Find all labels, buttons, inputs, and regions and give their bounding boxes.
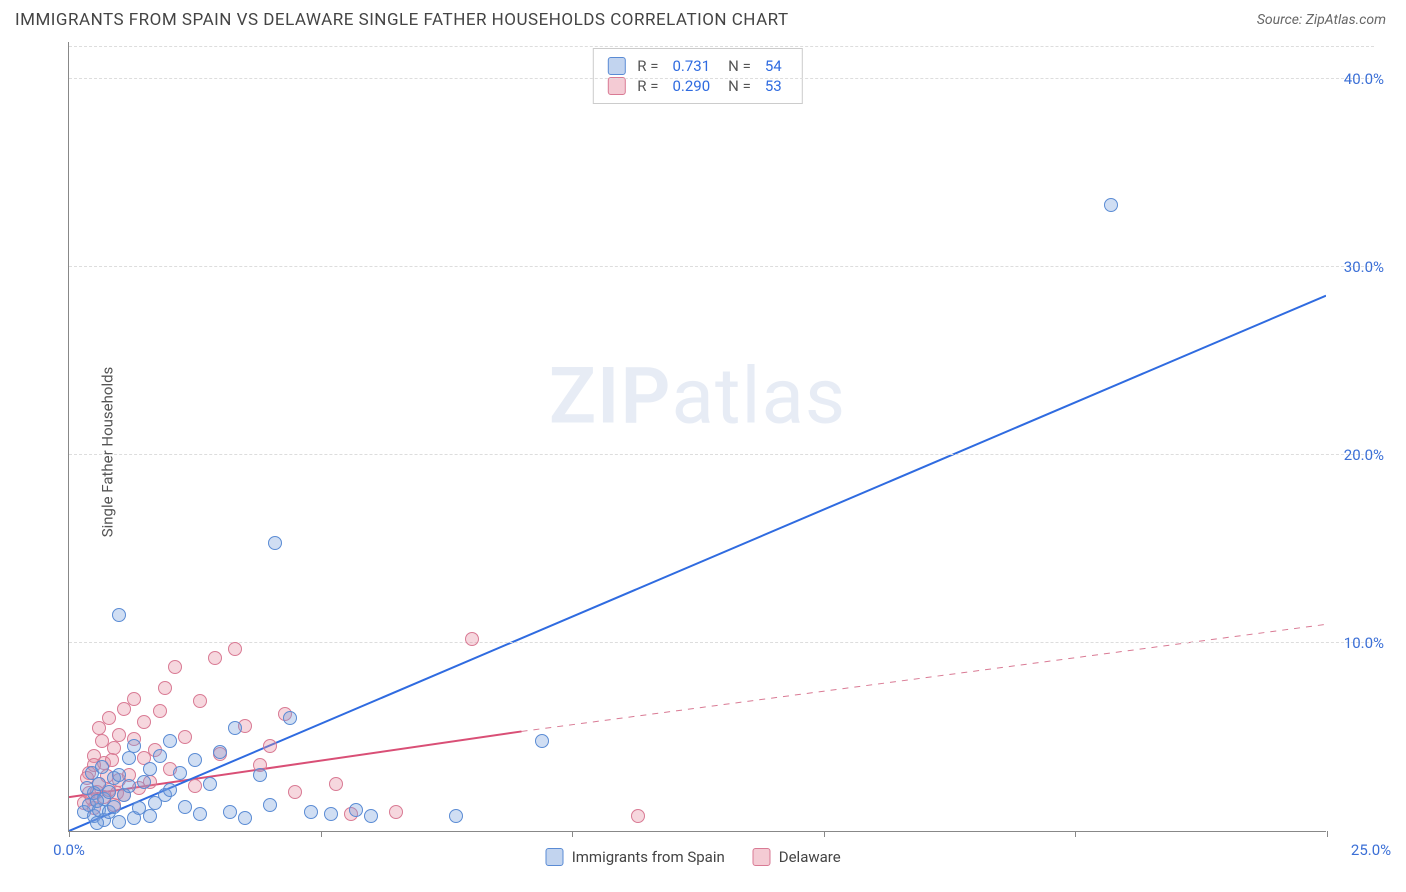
x-tick-label: 25.0% xyxy=(1351,841,1391,859)
legend-label: Immigrants from Spain xyxy=(572,848,725,866)
legend-row: R = 0.290 N = 53 xyxy=(607,77,787,95)
gridline xyxy=(69,454,1374,455)
data-point xyxy=(90,816,104,830)
data-point xyxy=(288,785,302,799)
watermark: ZIPatlas xyxy=(549,352,846,443)
data-point xyxy=(90,794,104,808)
series-legend: Immigrants from Spain Delaware xyxy=(546,848,841,866)
legend-item: Immigrants from Spain xyxy=(546,848,725,866)
legend-label: Delaware xyxy=(779,848,841,866)
n-label: N = xyxy=(728,57,751,75)
data-point xyxy=(178,730,192,744)
data-point xyxy=(112,608,126,622)
gridline xyxy=(69,46,1374,47)
chart-container: Single Father Households ZIPatlas R =0.7… xyxy=(50,42,1390,862)
legend-item: Delaware xyxy=(753,848,841,866)
data-point xyxy=(304,805,318,819)
n-label: N = xyxy=(728,77,751,95)
x-tick xyxy=(69,831,70,837)
data-point xyxy=(153,704,167,718)
data-point xyxy=(349,803,363,817)
data-point xyxy=(127,739,141,753)
data-point xyxy=(102,711,116,725)
data-point xyxy=(364,809,378,823)
data-point xyxy=(107,800,121,814)
r-label: R = xyxy=(637,77,658,95)
data-point xyxy=(253,768,267,782)
data-point xyxy=(324,807,338,821)
data-point xyxy=(193,807,207,821)
data-point xyxy=(168,660,182,674)
data-point xyxy=(631,809,645,823)
data-point xyxy=(188,753,202,767)
data-point xyxy=(535,734,549,748)
data-point xyxy=(95,760,109,774)
y-tick-label: 40.0% xyxy=(1344,70,1384,88)
r-value: 0.731 xyxy=(672,57,710,75)
data-point xyxy=(213,745,227,759)
data-point xyxy=(228,642,242,656)
n-value: 54 xyxy=(765,57,782,75)
x-tick xyxy=(824,831,825,837)
data-point xyxy=(137,775,151,789)
data-point xyxy=(158,681,172,695)
legend-swatch xyxy=(607,77,625,95)
chart-title: IMMIGRANTS FROM SPAIN VS DELAWARE SINGLE… xyxy=(15,10,789,30)
data-point xyxy=(203,777,217,791)
data-point xyxy=(112,728,126,742)
y-tick-label: 30.0% xyxy=(1344,258,1384,276)
data-point xyxy=(449,809,463,823)
data-point xyxy=(188,779,202,793)
gridline xyxy=(69,78,1374,79)
y-tick-label: 20.0% xyxy=(1344,446,1384,464)
data-point xyxy=(223,805,237,819)
data-point xyxy=(263,798,277,812)
data-point xyxy=(193,694,207,708)
data-point xyxy=(263,739,277,753)
data-point xyxy=(283,711,297,725)
y-tick-label: 10.0% xyxy=(1344,634,1384,652)
r-value: 0.290 xyxy=(672,77,710,95)
legend-row: R = 0.731 N = 54 xyxy=(607,57,787,75)
x-tick xyxy=(1327,831,1328,837)
data-point xyxy=(112,815,126,829)
data-point xyxy=(163,734,177,748)
x-tick xyxy=(1075,831,1076,837)
data-point xyxy=(127,692,141,706)
data-point xyxy=(102,785,116,799)
data-point xyxy=(228,721,242,735)
x-tick-label: 0.0% xyxy=(53,841,85,859)
legend-swatch xyxy=(607,57,625,75)
source-label: Source: ZipAtlas.com xyxy=(1257,12,1386,28)
n-value: 53 xyxy=(765,77,782,95)
legend-swatch xyxy=(753,848,771,866)
gridline xyxy=(69,266,1374,267)
stats-legend: R = 0.731 N = 54 R = 0.290 N = 53 xyxy=(592,48,802,104)
data-point xyxy=(268,536,282,550)
data-point xyxy=(137,715,151,729)
data-point xyxy=(465,632,479,646)
data-point xyxy=(153,749,167,763)
plot-area: ZIPatlas R =0.731N =54R =0.290N =53 10.0… xyxy=(68,42,1326,832)
x-tick xyxy=(321,831,322,837)
data-point xyxy=(178,800,192,814)
data-point xyxy=(122,779,136,793)
data-point xyxy=(143,809,157,823)
data-point xyxy=(95,734,109,748)
trend-lines xyxy=(69,42,1326,831)
data-point xyxy=(80,781,94,795)
data-point xyxy=(173,766,187,780)
gridline xyxy=(69,642,1374,643)
data-point xyxy=(143,762,157,776)
r-label: R = xyxy=(637,57,658,75)
x-tick xyxy=(572,831,573,837)
data-point xyxy=(163,783,177,797)
data-point xyxy=(238,811,252,825)
legend-swatch xyxy=(546,848,564,866)
data-point xyxy=(1104,198,1118,212)
data-point xyxy=(389,805,403,819)
data-point xyxy=(208,651,222,665)
data-point xyxy=(329,777,343,791)
